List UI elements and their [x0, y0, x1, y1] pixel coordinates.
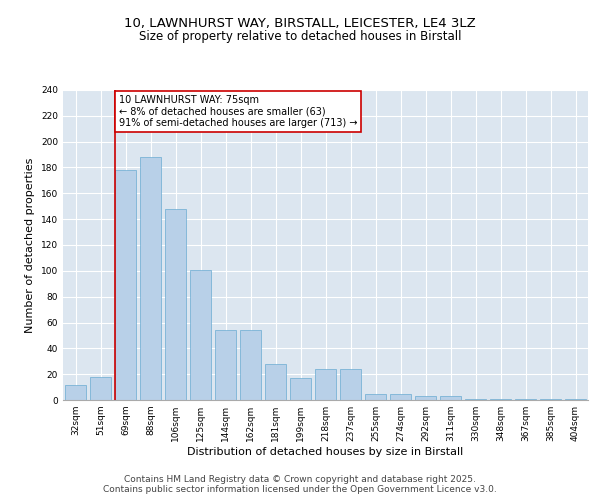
Bar	[540, 398, 561, 400]
Bar	[465, 398, 486, 400]
Bar	[415, 396, 436, 400]
Text: Size of property relative to detached houses in Birstall: Size of property relative to detached ho…	[139, 30, 461, 43]
Bar	[390, 394, 411, 400]
Text: 10, LAWNHURST WAY, BIRSTALL, LEICESTER, LE4 3LZ: 10, LAWNHURST WAY, BIRSTALL, LEICESTER, …	[124, 18, 476, 30]
X-axis label: Distribution of detached houses by size in Birstall: Distribution of detached houses by size …	[187, 447, 464, 457]
Bar	[565, 398, 586, 400]
Bar	[265, 364, 286, 400]
Bar	[515, 398, 536, 400]
Bar	[90, 377, 111, 400]
Bar	[440, 396, 461, 400]
Bar	[365, 394, 386, 400]
Bar	[140, 157, 161, 400]
Bar	[240, 330, 261, 400]
Bar	[190, 270, 211, 400]
Bar	[215, 330, 236, 400]
Bar	[115, 170, 136, 400]
Bar	[315, 369, 336, 400]
Bar	[290, 378, 311, 400]
Text: 10 LAWNHURST WAY: 75sqm
← 8% of detached houses are smaller (63)
91% of semi-det: 10 LAWNHURST WAY: 75sqm ← 8% of detached…	[119, 95, 357, 128]
Bar	[65, 384, 86, 400]
Y-axis label: Number of detached properties: Number of detached properties	[25, 158, 35, 332]
Bar	[340, 369, 361, 400]
Text: Contains HM Land Registry data © Crown copyright and database right 2025.
Contai: Contains HM Land Registry data © Crown c…	[103, 474, 497, 494]
Bar	[490, 398, 511, 400]
Bar	[165, 209, 186, 400]
